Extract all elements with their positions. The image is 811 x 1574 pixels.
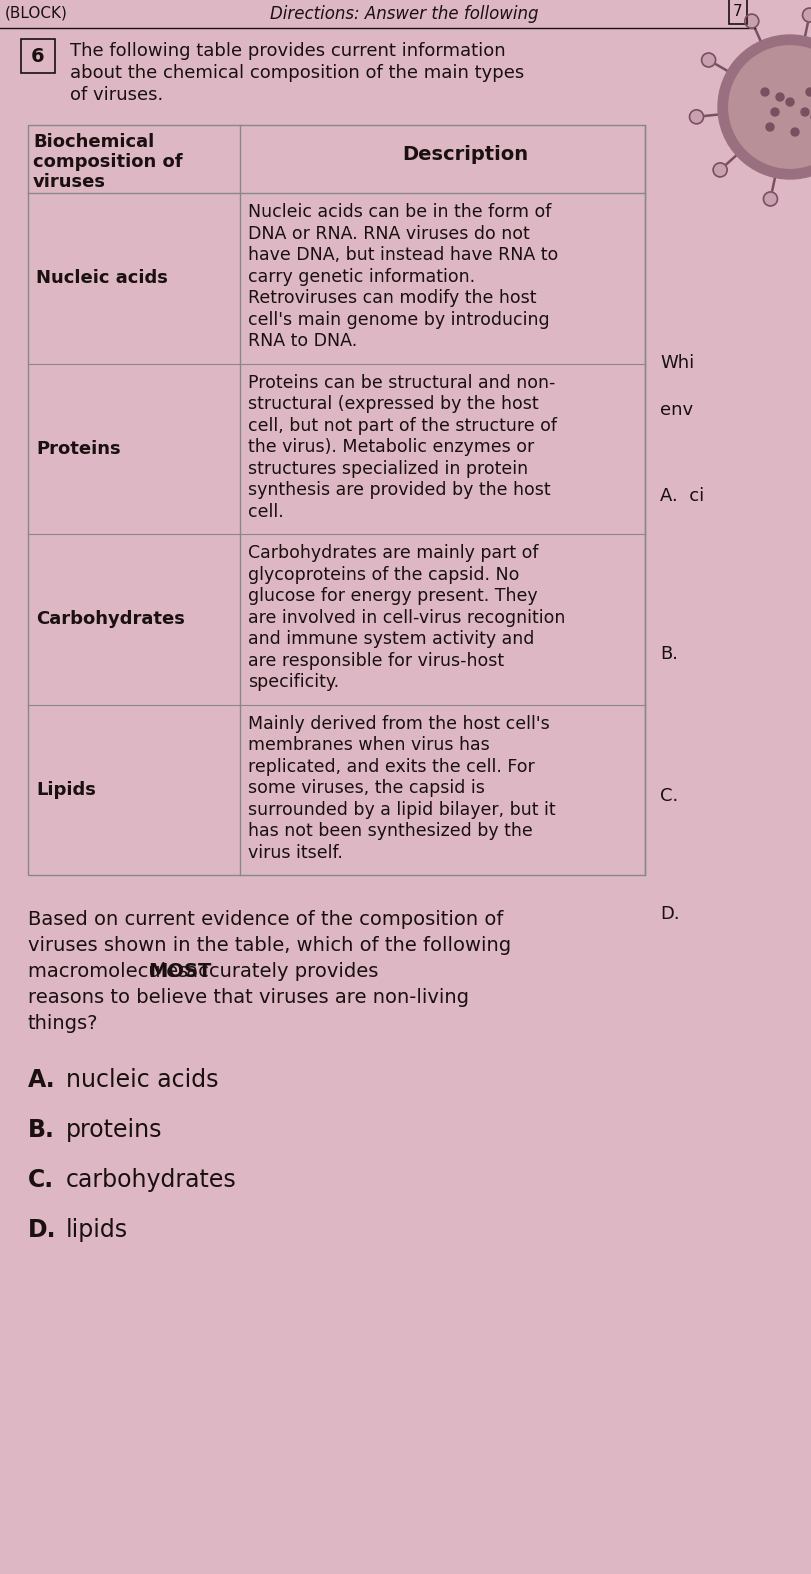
Text: D.: D. xyxy=(28,1218,57,1242)
Text: Based on current evidence of the composition of: Based on current evidence of the composi… xyxy=(28,910,503,929)
Text: glucose for energy present. They: glucose for energy present. They xyxy=(247,587,537,604)
Text: structures specialized in protein: structures specialized in protein xyxy=(247,460,527,477)
Circle shape xyxy=(701,54,714,68)
Text: virus itself.: virus itself. xyxy=(247,844,342,861)
Text: B.: B. xyxy=(659,645,677,663)
Text: cell, but not part of the structure of: cell, but not part of the structure of xyxy=(247,417,556,434)
Text: Lipids: Lipids xyxy=(36,781,96,798)
Text: have DNA, but instead have RNA to: have DNA, but instead have RNA to xyxy=(247,246,558,264)
Text: C.: C. xyxy=(659,787,677,804)
Circle shape xyxy=(810,113,811,121)
Text: accurately provides: accurately provides xyxy=(180,962,378,981)
Circle shape xyxy=(805,88,811,96)
Text: of viruses.: of viruses. xyxy=(70,87,163,104)
Text: specificity.: specificity. xyxy=(247,674,339,691)
Text: Proteins: Proteins xyxy=(36,439,121,458)
Text: lipids: lipids xyxy=(66,1218,128,1242)
Circle shape xyxy=(765,123,773,131)
Text: reasons to believe that viruses are non-living: reasons to believe that viruses are non-… xyxy=(28,988,469,1007)
Text: are involved in cell-virus recognition: are involved in cell-virus recognition xyxy=(247,609,564,626)
Text: A.  ci: A. ci xyxy=(659,486,703,505)
Text: Directions: Answer the following: Directions: Answer the following xyxy=(270,5,538,24)
Text: glycoproteins of the capsid. No: glycoproteins of the capsid. No xyxy=(247,565,519,584)
Text: Nucleic acids can be in the form of: Nucleic acids can be in the form of xyxy=(247,203,551,220)
Text: Mainly derived from the host cell's: Mainly derived from the host cell's xyxy=(247,715,549,732)
Text: has not been synthesized by the: has not been synthesized by the xyxy=(247,822,532,841)
Text: cell.: cell. xyxy=(247,502,283,521)
Text: viruses shown in the table, which of the following: viruses shown in the table, which of the… xyxy=(28,937,510,955)
Text: surrounded by a lipid bilayer, but it: surrounded by a lipid bilayer, but it xyxy=(247,801,555,818)
Text: carry genetic information.: carry genetic information. xyxy=(247,268,474,285)
Text: MOST: MOST xyxy=(148,962,211,981)
Text: things?: things? xyxy=(28,1014,98,1033)
Text: viruses: viruses xyxy=(33,173,106,190)
Text: 6: 6 xyxy=(31,47,45,66)
Circle shape xyxy=(717,35,811,179)
Text: Biochemical: Biochemical xyxy=(33,132,154,151)
Text: Description: Description xyxy=(402,145,528,164)
Text: Whi: Whi xyxy=(659,354,693,371)
Text: synthesis are provided by the host: synthesis are provided by the host xyxy=(247,482,550,499)
Text: some viruses, the capsid is: some viruses, the capsid is xyxy=(247,779,484,796)
Text: cell's main genome by introducing: cell's main genome by introducing xyxy=(247,310,549,329)
Text: A.: A. xyxy=(28,1069,56,1092)
Circle shape xyxy=(785,98,793,105)
Circle shape xyxy=(801,8,811,22)
Circle shape xyxy=(760,88,768,96)
Text: 7: 7 xyxy=(732,5,742,19)
Text: RNA to DNA.: RNA to DNA. xyxy=(247,332,357,349)
Text: Carbohydrates: Carbohydrates xyxy=(36,611,185,628)
Text: membranes when virus has: membranes when virus has xyxy=(247,737,489,754)
Circle shape xyxy=(689,110,702,124)
Circle shape xyxy=(728,46,811,168)
Text: macromolecules: macromolecules xyxy=(28,962,195,981)
Circle shape xyxy=(800,109,808,116)
Text: Carbohydrates are mainly part of: Carbohydrates are mainly part of xyxy=(247,545,538,562)
Text: about the chemical composition of the main types: about the chemical composition of the ma… xyxy=(70,65,524,82)
Circle shape xyxy=(770,109,778,116)
Text: DNA or RNA. RNA viruses do not: DNA or RNA. RNA viruses do not xyxy=(247,225,529,242)
Text: the virus). Metabolic enzymes or: the virus). Metabolic enzymes or xyxy=(247,438,534,456)
Text: D.: D. xyxy=(659,905,679,922)
Text: nucleic acids: nucleic acids xyxy=(66,1069,218,1092)
Text: composition of: composition of xyxy=(33,153,182,172)
Text: (BLOCK): (BLOCK) xyxy=(5,5,68,20)
Text: Retroviruses can modify the host: Retroviruses can modify the host xyxy=(247,290,536,307)
Bar xyxy=(28,124,644,875)
Circle shape xyxy=(712,162,726,176)
Circle shape xyxy=(762,192,776,206)
Circle shape xyxy=(790,127,798,135)
Circle shape xyxy=(744,14,757,28)
Text: Nucleic acids: Nucleic acids xyxy=(36,269,168,286)
Text: structural (expressed by the host: structural (expressed by the host xyxy=(247,395,538,412)
Text: and immune system activity and: and immune system activity and xyxy=(247,630,534,648)
Text: replicated, and exits the cell. For: replicated, and exits the cell. For xyxy=(247,757,534,776)
Text: B.: B. xyxy=(28,1118,55,1143)
Text: Proteins can be structural and non-: Proteins can be structural and non- xyxy=(247,373,555,392)
Text: proteins: proteins xyxy=(66,1118,162,1143)
Circle shape xyxy=(775,93,783,101)
Text: are responsible for virus-host: are responsible for virus-host xyxy=(247,652,504,669)
FancyBboxPatch shape xyxy=(21,39,55,72)
Text: env: env xyxy=(659,401,693,419)
Text: carbohydrates: carbohydrates xyxy=(66,1168,237,1192)
Text: The following table provides current information: The following table provides current inf… xyxy=(70,42,505,60)
Text: C.: C. xyxy=(28,1168,54,1192)
